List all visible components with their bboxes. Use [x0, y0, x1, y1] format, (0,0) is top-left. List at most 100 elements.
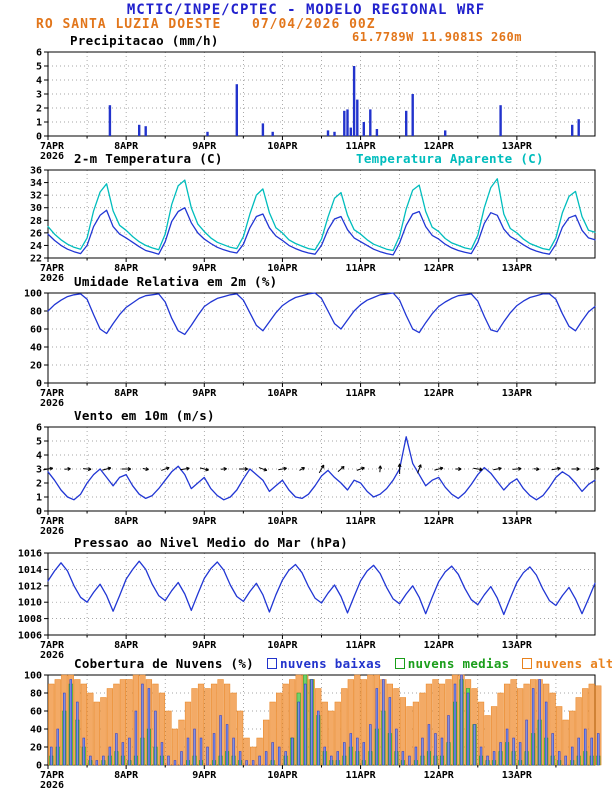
svg-text:40: 40 — [30, 343, 42, 354]
svg-text:11APR: 11APR — [346, 141, 377, 152]
svg-text:32: 32 — [30, 191, 42, 202]
clouds-panel-title: Cobertura de Nuvens (%) — [74, 656, 254, 671]
svg-text:8APR: 8APR — [114, 263, 139, 274]
svg-text:2026: 2026 — [40, 526, 64, 537]
svg-text:1016: 1016 — [18, 549, 42, 560]
svg-text:9APR: 9APR — [192, 388, 217, 399]
svg-text:13APR: 13APR — [502, 516, 533, 527]
svg-text:10APR: 10APR — [267, 388, 298, 399]
svg-text:12APR: 12APR — [424, 640, 455, 651]
svg-text:2026: 2026 — [40, 650, 64, 661]
svg-text:0: 0 — [36, 132, 42, 143]
svg-text:40: 40 — [30, 725, 42, 736]
svg-text:20: 20 — [30, 743, 42, 754]
svg-text:9APR: 9APR — [192, 516, 217, 527]
svg-text:60: 60 — [30, 707, 42, 718]
svg-text:12APR: 12APR — [424, 770, 455, 781]
svg-text:7APR: 7APR — [40, 516, 65, 527]
svg-text:10APR: 10APR — [267, 516, 298, 527]
svg-text:100: 100 — [24, 671, 42, 682]
humidity-panel-title: Umidade Relativa em 2m (%) — [74, 274, 278, 289]
svg-text:7APR: 7APR — [40, 770, 65, 781]
svg-text:7APR: 7APR — [40, 263, 65, 274]
svg-text:2026: 2026 — [40, 398, 64, 409]
svg-text:1: 1 — [36, 493, 42, 504]
svg-text:3: 3 — [36, 90, 42, 101]
svg-text:1010: 1010 — [18, 598, 42, 609]
svg-text:36: 36 — [30, 166, 42, 177]
location-coords: 61.7789W 11.9081S 260m — [352, 30, 522, 44]
legend-swatch-low-icon — [267, 658, 277, 669]
legend-label-mid: nuvens medias — [407, 656, 510, 671]
svg-text:10APR: 10APR — [267, 141, 298, 152]
svg-text:12APR: 12APR — [424, 388, 455, 399]
svg-text:34: 34 — [30, 178, 42, 189]
legend-nuvens-altas: nuvens altas — [522, 656, 612, 671]
svg-text:12APR: 12APR — [424, 141, 455, 152]
svg-text:9APR: 9APR — [192, 141, 217, 152]
svg-text:8APR: 8APR — [114, 516, 139, 527]
svg-text:11APR: 11APR — [346, 640, 377, 651]
svg-text:0: 0 — [36, 761, 42, 772]
svg-text:12APR: 12APR — [424, 263, 455, 274]
clouds-title-row: Cobertura de Nuvens (%) nuvens baixas nu… — [74, 656, 612, 671]
legend-nuvens-baixas: nuvens baixas — [267, 656, 382, 671]
svg-text:9APR: 9APR — [192, 263, 217, 274]
legend-label-low: nuvens baixas — [280, 656, 382, 671]
svg-text:7APR: 7APR — [40, 141, 65, 152]
svg-text:8APR: 8APR — [114, 770, 139, 781]
wind-panel-title: Vento em 10m (m/s) — [74, 408, 215, 423]
svg-text:2: 2 — [36, 104, 42, 115]
svg-text:24: 24 — [30, 241, 42, 252]
svg-text:5: 5 — [36, 62, 42, 73]
legend-nuvens-medias: nuvens medias — [394, 656, 510, 671]
svg-text:11APR: 11APR — [346, 263, 377, 274]
svg-text:2: 2 — [36, 479, 42, 490]
svg-text:2026: 2026 — [40, 273, 64, 284]
svg-text:10APR: 10APR — [267, 263, 298, 274]
legend-swatch-high-icon — [522, 658, 533, 669]
svg-text:80: 80 — [30, 307, 42, 318]
svg-text:1014: 1014 — [18, 565, 42, 576]
svg-text:11APR: 11APR — [346, 388, 377, 399]
svg-text:2026: 2026 — [40, 780, 64, 791]
svg-text:28: 28 — [30, 216, 42, 227]
svg-text:26: 26 — [30, 228, 42, 239]
svg-text:13APR: 13APR — [502, 141, 533, 152]
svg-text:4: 4 — [36, 76, 42, 87]
svg-text:13APR: 13APR — [502, 388, 533, 399]
svg-text:13APR: 13APR — [502, 640, 533, 651]
svg-text:13APR: 13APR — [502, 263, 533, 274]
svg-text:7APR: 7APR — [40, 388, 65, 399]
svg-text:30: 30 — [30, 203, 42, 214]
svg-text:3: 3 — [36, 465, 42, 476]
svg-text:4: 4 — [36, 451, 42, 462]
svg-text:0: 0 — [36, 507, 42, 518]
svg-text:5: 5 — [36, 437, 42, 448]
svg-text:8APR: 8APR — [114, 388, 139, 399]
svg-text:6: 6 — [36, 48, 42, 59]
svg-text:8APR: 8APR — [114, 640, 139, 651]
svg-text:1: 1 — [36, 118, 42, 129]
svg-text:1008: 1008 — [18, 614, 42, 625]
page-title: MCTIC/INPE/CPTEC - MODELO REGIONAL WRF — [126, 2, 486, 18]
svg-text:10APR: 10APR — [267, 640, 298, 651]
svg-text:13APR: 13APR — [502, 770, 533, 781]
legend-swatch-mid-icon — [394, 658, 405, 669]
svg-text:10APR: 10APR — [267, 770, 298, 781]
svg-text:11APR: 11APR — [346, 516, 377, 527]
svg-text:9APR: 9APR — [192, 640, 217, 651]
station-name: RO SANTA LUZIA DOESTE — [36, 17, 222, 32]
precip-panel-title: Precipitacao (mm/h) — [70, 33, 219, 48]
svg-text:22: 22 — [30, 254, 42, 265]
svg-text:12APR: 12APR — [424, 516, 455, 527]
temp-panel-title: 2-m Temperatura (C) — [74, 151, 223, 166]
svg-text:2026: 2026 — [40, 151, 64, 162]
svg-text:11APR: 11APR — [346, 770, 377, 781]
